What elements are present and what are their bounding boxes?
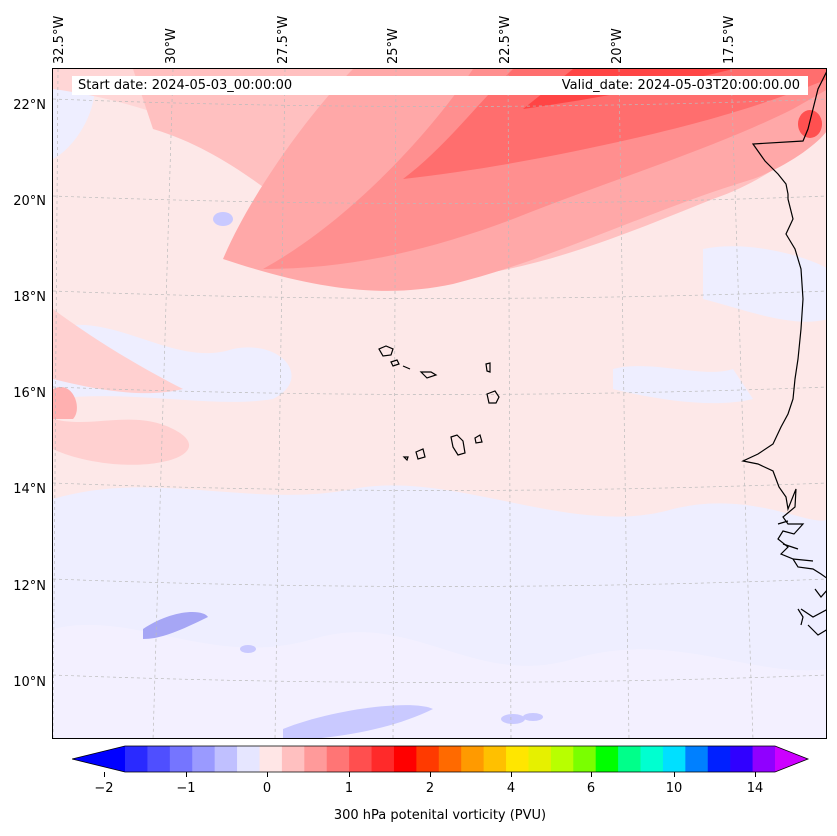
longitude-label: 17.5°W (722, 15, 737, 64)
colorbar-tick-mark (674, 772, 675, 777)
colorbar-segment (685, 746, 709, 772)
colorbar-extend-max (775, 746, 808, 772)
colorbar-segment (125, 746, 148, 772)
colorbar-segment (349, 746, 373, 772)
colorbar-tick-label: 0 (262, 781, 272, 796)
longitude-label: 27.5°W (276, 15, 291, 64)
colorbar-tick-mark (104, 772, 105, 777)
colorbar-segment (573, 746, 597, 772)
colorbar-segment (662, 746, 686, 772)
colorbar-segment (393, 746, 417, 772)
pv-map (53, 69, 826, 738)
colorbar-segment (214, 746, 238, 772)
colorbar-tick-label: −2 (94, 781, 114, 796)
latitude-label: 10°N (13, 675, 46, 690)
latitude-label: 12°N (13, 579, 46, 594)
colorbar-tick-label: 6 (586, 781, 596, 796)
colorbar-segment (237, 746, 260, 772)
longitude-label: 25°W (386, 28, 401, 64)
colorbar-tick-label: 4 (506, 781, 516, 796)
colorbar-segment (281, 746, 305, 772)
latitude-label: 20°N (13, 194, 46, 209)
latitude-label: 14°N (13, 482, 46, 497)
colorbar-tick-label: 2 (425, 781, 435, 796)
colorbar-segment (326, 746, 350, 772)
colorbar-segment (461, 746, 485, 772)
colorbar-segment (304, 746, 328, 772)
colorbar-segment (550, 746, 574, 772)
colorbar-segment (259, 746, 283, 772)
colorbar-tick-mark (755, 772, 756, 777)
negative-pv-areas (53, 69, 826, 738)
colorbar (72, 745, 810, 773)
colorbar-tick-mark (430, 772, 431, 777)
longitude-label: 32.5°W (52, 15, 67, 64)
map-panel (52, 68, 827, 739)
colorbar-label: 300 hPa potenital vorticity (PVU) (333, 808, 547, 823)
colorbar-tick-label: −1 (176, 781, 196, 796)
gridlines (53, 69, 826, 738)
colorbar-segment (438, 746, 462, 772)
latitude-label: 22°N (13, 98, 46, 113)
colorbar-segment (752, 746, 776, 772)
colorbar-segment (192, 746, 216, 772)
valid-date: Valid_date: 2024-05-03T20:00:00.00 (561, 78, 800, 93)
colorbar-tick-mark (511, 772, 512, 777)
colorbar-tick-mark (349, 772, 350, 777)
colorbar-segment (618, 746, 642, 772)
colorbar-segment (528, 746, 552, 772)
colorbar-segment (416, 746, 440, 772)
colorbar-segment (371, 746, 395, 772)
colorbar-segment (483, 746, 507, 772)
longitude-label: 22.5°W (498, 15, 513, 64)
cape-verde-islands (378, 345, 500, 462)
colorbar-segment (595, 746, 619, 772)
colorbar-segment (506, 746, 529, 772)
latitude-label: 18°N (13, 290, 46, 305)
colorbar-tick-mark (186, 772, 187, 777)
colorbar-tick-label: 10 (665, 781, 683, 796)
colorbar-tick-label: 1 (344, 781, 354, 796)
african-coastline (741, 71, 826, 636)
longitude-label: 20°W (610, 28, 625, 64)
colorbar-segment (730, 746, 754, 772)
blue-patches (143, 212, 543, 738)
colorbar-extend-min (72, 746, 125, 772)
date-info-box: Start date: 2024-05-03_00:00:00 Valid_da… (72, 76, 808, 95)
colorbar-segment (147, 746, 171, 772)
start-date: Start date: 2024-05-03_00:00:00 (78, 78, 293, 93)
colorbar-tick-mark (267, 772, 268, 777)
latitude-label: 16°N (13, 386, 46, 401)
colorbar-tick-label: 14 (746, 781, 764, 796)
colorbar-segment (640, 746, 664, 772)
colorbar-tick-mark (591, 772, 592, 777)
longitude-label: 30°W (164, 28, 179, 64)
colorbar-segment (169, 746, 193, 772)
colorbar-segment (707, 746, 731, 772)
